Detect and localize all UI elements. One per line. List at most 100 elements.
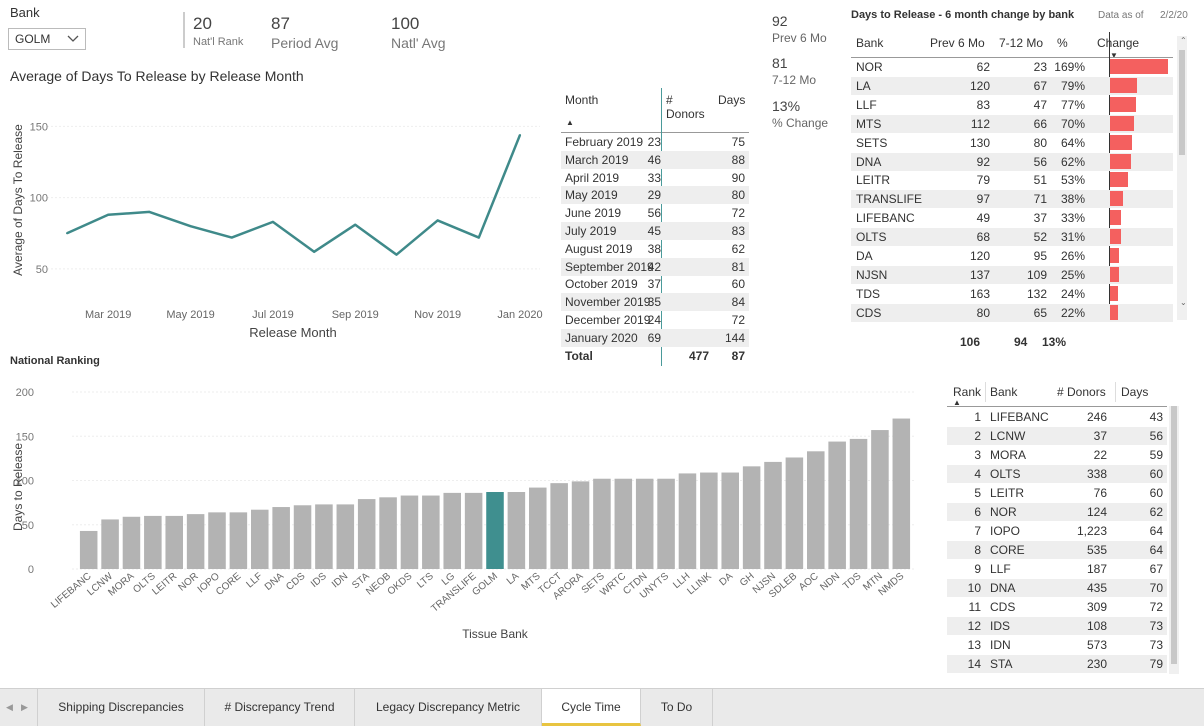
table-row[interactable]: CDS 80 65 22% bbox=[851, 303, 1173, 322]
chevron-down-icon bbox=[66, 32, 80, 49]
change-bank-header[interactable]: Bank bbox=[856, 36, 884, 50]
rank-scrollbar[interactable] bbox=[1169, 406, 1179, 674]
month-column-header[interactable]: Month bbox=[565, 93, 599, 107]
change-bar bbox=[1110, 266, 1119, 282]
rank-days-header[interactable]: Days bbox=[1121, 385, 1149, 399]
kpi-value: 100 bbox=[391, 14, 420, 33]
bank-cell: NOR bbox=[856, 60, 883, 74]
table-row[interactable]: LIFEBANC 49 37 33% bbox=[851, 209, 1173, 227]
chevron-right-icon[interactable]: ▶ bbox=[21, 702, 28, 712]
tab-legacy-discrepancy-metric[interactable]: Legacy Discrepancy Metric bbox=[355, 689, 542, 726]
change-bar bbox=[1110, 153, 1132, 169]
table-row[interactable]: 10 DNA 435 70 bbox=[947, 579, 1167, 597]
rank-donors-header[interactable]: # Donors bbox=[1057, 385, 1106, 399]
table-row[interactable]: 8 CORE 535 64 bbox=[947, 541, 1167, 559]
donors-cell: 38 bbox=[647, 241, 661, 256]
table-row[interactable]: September 2019 42 81 bbox=[561, 257, 749, 276]
days-cell: 73 bbox=[1149, 619, 1163, 633]
rank-cell: 1 bbox=[974, 410, 981, 424]
change-pct-header[interactable]: % bbox=[1057, 36, 1068, 50]
table-row[interactable]: 11 CDS 309 72 bbox=[947, 598, 1167, 616]
table-row[interactable]: 3 MORA 22 59 bbox=[947, 446, 1167, 464]
total-days: 87 bbox=[731, 349, 745, 363]
table-row[interactable]: MTS 112 66 70% bbox=[851, 114, 1173, 133]
bar-lts bbox=[422, 495, 440, 569]
bank-dropdown[interactable]: GOLM bbox=[8, 28, 86, 50]
change-bar bbox=[1110, 172, 1129, 188]
sort-ascending-icon[interactable]: ▲ bbox=[953, 398, 961, 407]
tab-cycle-time[interactable]: Cycle Time bbox=[542, 689, 641, 726]
change-bar-header[interactable]: Change bbox=[1097, 36, 1140, 50]
table-row[interactable]: July 2019 45 83 bbox=[561, 222, 749, 240]
table-row[interactable]: 9 LLF 187 67 bbox=[947, 560, 1167, 578]
table-row[interactable]: January 2020 69 144 bbox=[561, 328, 749, 347]
table-row[interactable]: LLF 83 47 77% bbox=[851, 96, 1173, 114]
table-row[interactable]: SETS 130 80 64% bbox=[851, 134, 1173, 152]
tab-scroll-nav[interactable]: ◀ ▶ bbox=[0, 689, 38, 726]
table-row[interactable]: November 2019 35 84 bbox=[561, 293, 749, 312]
table-row[interactable]: 1 LIFEBANC 246 43 bbox=[947, 408, 1167, 426]
table-row[interactable]: DNA 92 56 62% bbox=[851, 152, 1173, 171]
month-cell: March 2019 bbox=[565, 152, 629, 167]
y-tick-label: 150 bbox=[16, 431, 34, 443]
table-row[interactable]: August 2019 38 62 bbox=[561, 240, 749, 258]
table-row[interactable]: 4 OLTS 338 60 bbox=[947, 465, 1167, 483]
table-row[interactable]: NJSN 137 109 25% bbox=[851, 265, 1173, 284]
tab-shipping-discrepancies[interactable]: Shipping Discrepancies bbox=[38, 689, 205, 726]
data-point bbox=[189, 225, 192, 228]
days-column-header[interactable]: Days bbox=[718, 93, 746, 107]
table-row[interactable]: 6 NOR 124 62 bbox=[947, 503, 1167, 521]
data-point bbox=[477, 236, 480, 239]
table-row[interactable]: OLTS 68 52 31% bbox=[851, 228, 1173, 247]
table-row[interactable]: LEITR 79 51 53% bbox=[851, 171, 1173, 189]
rank-cell: 11 bbox=[968, 600, 981, 614]
tab-to-do[interactable]: To Do bbox=[641, 689, 713, 726]
scroll-thumb[interactable] bbox=[1171, 406, 1177, 664]
table-row[interactable]: LA 120 67 79% bbox=[851, 76, 1173, 95]
table-row[interactable]: February 2019 23 75 bbox=[561, 133, 749, 151]
table-row[interactable]: TRANSLIFE 97 71 38% bbox=[851, 190, 1173, 209]
table-row[interactable]: 7 IOPO 1,223 64 bbox=[947, 522, 1167, 540]
tab-discrepancy-trend[interactable]: # Discrepancy Trend bbox=[205, 689, 355, 726]
donors-cell: 46 bbox=[647, 152, 661, 167]
table-row[interactable]: 14 STA 230 79 bbox=[947, 655, 1167, 673]
data-point bbox=[107, 213, 110, 216]
scroll-up-icon[interactable]: ⌃ bbox=[1180, 36, 1187, 45]
bar-arora bbox=[571, 481, 590, 569]
chevron-left-icon[interactable]: ◀ bbox=[6, 702, 13, 712]
sort-descending-icon[interactable]: ▼ bbox=[1110, 51, 1118, 60]
mid-cell: 71 bbox=[1033, 192, 1047, 207]
table-row[interactable]: TDS 163 132 24% bbox=[851, 285, 1173, 303]
x-tick-label: DNA bbox=[263, 571, 286, 593]
table-row[interactable]: DA 120 95 26% bbox=[851, 247, 1173, 265]
table-row[interactable]: December 2019 24 72 bbox=[561, 311, 749, 329]
scroll-down-icon[interactable]: ⌄ bbox=[1180, 298, 1187, 307]
rank-cell: 9 bbox=[974, 562, 981, 576]
rank-cell: 13 bbox=[967, 638, 981, 652]
sort-ascending-icon[interactable]: ▲ bbox=[566, 118, 574, 127]
table-row[interactable]: October 2019 37 60 bbox=[561, 275, 749, 293]
table-row[interactable]: 5 LEITR 76 60 bbox=[947, 484, 1167, 502]
table-row[interactable]: 2 LCNW 37 56 bbox=[947, 427, 1167, 445]
table-row[interactable]: March 2019 46 88 bbox=[561, 150, 749, 169]
y-tick-label: 150 bbox=[30, 121, 48, 133]
mid-cell: 47 bbox=[1033, 97, 1047, 112]
mid-cell: 65 bbox=[1033, 305, 1047, 320]
rank-bank-header[interactable]: Bank bbox=[990, 385, 1018, 399]
change-mid-header[interactable]: 7-12 Mo bbox=[999, 36, 1044, 50]
change-scrollbar[interactable]: ⌃ ⌄ bbox=[1177, 36, 1187, 320]
bar-wrtc bbox=[614, 478, 633, 569]
rank-header[interactable]: Rank bbox=[953, 385, 982, 399]
table-row[interactable]: NOR 62 23 169% bbox=[851, 58, 1173, 76]
donors-cell: 1,223 bbox=[1076, 524, 1107, 538]
table-row[interactable]: May 2019 29 80 bbox=[561, 186, 749, 205]
table-row[interactable]: 12 IDS 108 73 bbox=[947, 617, 1167, 635]
table-row[interactable]: April 2019 33 90 bbox=[561, 169, 749, 187]
prev-cell: 80 bbox=[976, 305, 990, 320]
change-prev-header[interactable]: Prev 6 Mo bbox=[930, 36, 985, 50]
scroll-thumb[interactable] bbox=[1179, 50, 1185, 155]
bank-cell: LIFEBANC bbox=[856, 211, 915, 226]
donors-column-header[interactable]: # Donors bbox=[666, 93, 705, 121]
table-row[interactable]: June 2019 56 72 bbox=[561, 204, 749, 222]
table-row[interactable]: 13 IDN 573 73 bbox=[947, 636, 1167, 654]
